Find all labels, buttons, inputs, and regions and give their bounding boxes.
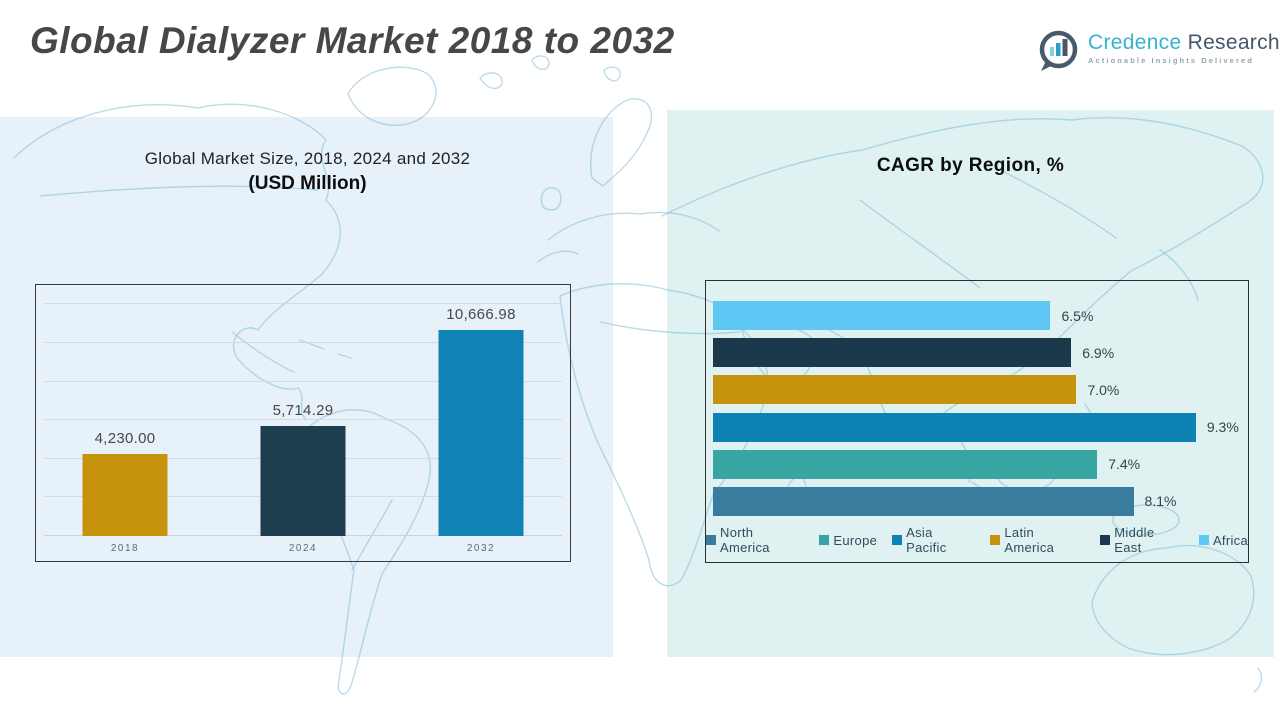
bar-2024 (260, 425, 346, 536)
legend-swatch-icon (706, 535, 716, 545)
legend-item-middle-east: Middle East (1100, 525, 1184, 555)
credence-research-logo: Credence Research Actionable Insights De… (1036, 28, 1280, 73)
market-size-chart-title: Global Market Size, 2018, 2024 and 2032 … (75, 149, 540, 195)
cagr-legend: North America Europe Asia Pacific Latin Ame… (706, 525, 1248, 555)
cagr-row-africa: 6.5% (713, 301, 1240, 330)
bar-north-america (713, 486, 1134, 516)
logo-wordmark: Credence Research Actionable Insights De… (1088, 28, 1280, 65)
gridline (44, 303, 562, 305)
bar-value-label: 5,714.29 (272, 401, 334, 419)
legend-label: Africa (1212, 532, 1248, 548)
market-size-plot-area: 4,230.00 5,714.29 10,666.98 (36, 285, 570, 536)
legend-item-north-america: North America (706, 525, 804, 555)
legend-swatch-icon (819, 535, 830, 545)
legend-label: Latin America (1004, 525, 1055, 555)
market-size-chart: 4,230.00 5,714.29 10,666.98 2018 2024 2032 (35, 284, 571, 562)
cagr-row-europe: 7.4% (713, 449, 1240, 479)
legend-label: Middle East (1114, 525, 1155, 555)
market-size-chart-title-line2: (USD Million) (248, 173, 367, 194)
bar-group-2032: 10,666.98 (406, 285, 556, 536)
bar-value-label: 8.1% (1144, 493, 1177, 510)
legend-label: North America (720, 525, 770, 555)
bar-series: 4,230.00 5,714.29 10,666.98 (36, 285, 570, 536)
bar-value-label: 6.5% (1061, 307, 1094, 324)
bar-value-label: 7.0% (1087, 381, 1120, 398)
bar-2032 (438, 330, 524, 536)
legend-swatch-icon (1100, 535, 1111, 545)
bar-group-2018: 4,230.00 (50, 285, 200, 536)
gridline (44, 419, 562, 421)
bar-value-label: 6.9% (1082, 344, 1115, 361)
cagr-row-latin-america: 7.0% (713, 375, 1240, 405)
bar-value-label: 4,230.00 (94, 430, 156, 448)
cagr-chart-title: CAGR by Region, % (876, 155, 1065, 176)
logo-brand-secondary: Research (1187, 31, 1280, 54)
legend-swatch-icon (990, 535, 1001, 545)
bar-2018 (82, 454, 168, 536)
market-size-chart-title-line1: Global Market Size, 2018, 2024 and 2032 (144, 149, 471, 168)
cagr-row-middle-east: 6.9% (713, 338, 1240, 368)
bar-value-label: 10,666.98 (446, 306, 516, 324)
bar-group-2024: 5,714.29 (228, 285, 378, 536)
x-axis-tick-label: 2024 (288, 543, 318, 554)
bar-latin-america (713, 375, 1077, 405)
page-title: Global Dialyzer Market 2018 to 2032 (30, 20, 675, 61)
legend-label: Asia Pacific (906, 525, 947, 555)
cagr-chart: 6.5% 6.9% 7.0% 9.3% 7.4% 8.1% North America Eu… (705, 280, 1249, 563)
logo-bar-chart-bubble-icon (1039, 30, 1078, 71)
bar-europe (713, 449, 1098, 479)
legend-label: Europe (833, 532, 878, 548)
legend-item-africa: Africa (1198, 532, 1248, 548)
legend-item-latin-america: Latin America (990, 525, 1085, 555)
cagr-plot-area: 6.5% 6.9% 7.0% 9.3% 7.4% 8.1% (713, 301, 1240, 516)
legend-swatch-icon (892, 535, 903, 545)
bar-value-label: 7.4% (1108, 456, 1141, 473)
logo-brand-primary: Credence (1088, 31, 1182, 54)
cagr-row-north-america: 8.1% (713, 486, 1240, 516)
bar-middle-east (713, 338, 1072, 368)
bar-africa (713, 301, 1051, 330)
gridline (44, 341, 562, 343)
cagr-row-asia-pacific: 9.3% (713, 412, 1240, 442)
legend-item-europe: Europe (819, 533, 877, 548)
logo-tagline: Actionable Insights Delivered (1088, 56, 1254, 65)
legend-swatch-icon (1198, 535, 1209, 545)
bar-asia-pacific (713, 412, 1196, 442)
x-axis-tick-label: 2032 (466, 543, 496, 554)
gridline (44, 380, 562, 382)
bar-value-label: 9.3% (1206, 419, 1239, 436)
x-axis-tick-label: 2018 (110, 543, 140, 554)
legend-item-asia-pacific: Asia Pacific (892, 525, 975, 555)
market-size-x-axis-labels: 2018 2024 2032 (36, 536, 570, 561)
